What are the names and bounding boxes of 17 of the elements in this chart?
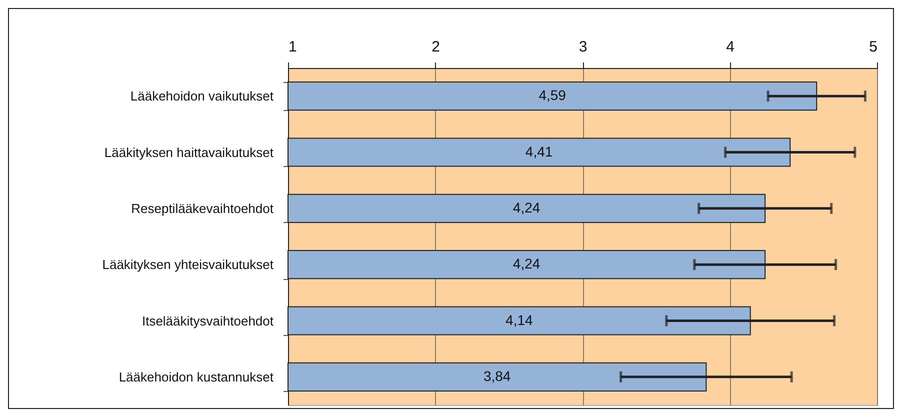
x-tick-label: 2 (432, 38, 440, 56)
x-tick-label: 1 (288, 38, 297, 56)
x-tick-label: 5 (869, 38, 878, 56)
y-tick-label: Lääkityksen haittavaikutukset (104, 144, 274, 160)
data-label: 4,24 (512, 256, 540, 272)
data-label: 4,41 (525, 143, 553, 160)
data-label: 3,84 (483, 368, 511, 384)
y-tick-label: Itselääkitysvaihtoehdot (142, 313, 274, 328)
x-tick-label: 3 (578, 38, 588, 56)
data-label: 4,14 (506, 312, 534, 328)
y-tick-label: Lääkityksen yhteisvaikutukset (102, 257, 274, 272)
y-tick-label: Lääkehoidon vaikutukset (130, 88, 274, 104)
data-label: 4,59 (538, 87, 566, 104)
y-tick-label: Reseptilääkevaihtoehdot (131, 200, 274, 216)
x-tick-label: 4 (726, 38, 734, 56)
y-tick-label: Lääkehoidon kustannukset (118, 369, 274, 384)
data-label: 4,24 (512, 199, 540, 216)
